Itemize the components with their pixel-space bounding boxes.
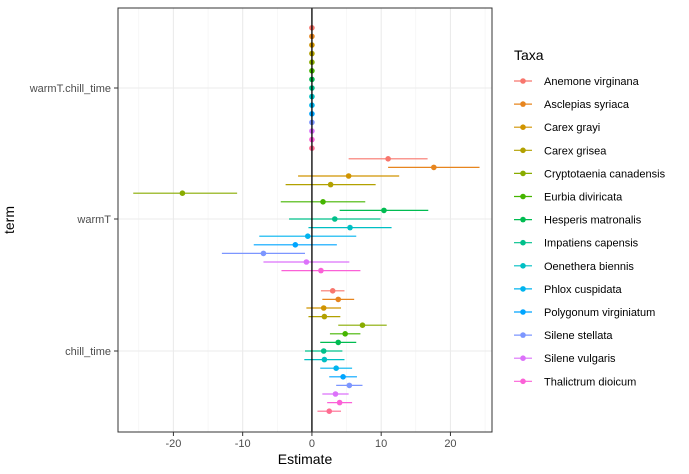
estimate-point [335, 296, 342, 303]
estimate-point [333, 365, 339, 372]
legend-key-point [520, 239, 526, 246]
legend-label: Hesperis matronalis [544, 215, 642, 227]
estimate-point [340, 374, 346, 380]
legend-label: Carex grisea [544, 145, 607, 157]
legend-label: Carex grayi [544, 122, 600, 134]
legend-label: Phlox cuspidata [544, 284, 623, 296]
x-tick-label: 10 [375, 438, 387, 450]
x-tick-label: -10 [235, 438, 251, 450]
estimate-point [342, 331, 348, 337]
estimate-point [347, 224, 353, 231]
legend-label: Oenethera biennis [544, 261, 634, 273]
x-axis-title: Estimate [278, 451, 333, 467]
x-tick-label: 0 [309, 438, 315, 450]
estimate-point [292, 242, 299, 248]
legend-key-point [520, 124, 526, 130]
plot-panel [117, 7, 493, 433]
y-axis: warmT.chill_time warmT chill_time [29, 83, 118, 358]
y-tick-label: warmT [76, 214, 111, 226]
estimate-point [321, 356, 328, 363]
y-tick-label: warmT.chill_time [29, 83, 111, 95]
legend-label: Asclepias syriaca [544, 99, 630, 111]
x-tick-label: -20 [165, 438, 181, 450]
estimate-point [385, 156, 391, 162]
panel-background [118, 8, 492, 432]
legend-key-point [520, 332, 526, 338]
estimate-point [345, 173, 352, 179]
estimate-point [329, 288, 336, 294]
legend-label: Cryptotaenia canadensis [544, 168, 666, 180]
x-axis: -20 -10 0 10 20 [165, 432, 457, 450]
legend-key-point [520, 378, 526, 385]
data-marks [133, 25, 480, 415]
legend-label: Impatiens capensis [544, 238, 639, 250]
y-tick-label: chill_time [65, 346, 111, 358]
legend-key-point [520, 147, 526, 154]
legend-key-point [520, 263, 526, 269]
estimate-point [359, 322, 366, 329]
estimate-point [335, 339, 342, 346]
estimate-point [260, 250, 267, 257]
legend-key-point [520, 101, 526, 107]
legend-label: Eurbia diviricata [544, 192, 623, 204]
legend-key-point [520, 216, 526, 223]
legend-key-point [520, 193, 526, 200]
estimate-point [320, 305, 327, 311]
estimate-point [304, 233, 311, 239]
legend: Taxa Anemone virginana Asclepias syriaca C… [514, 47, 666, 388]
estimate-point [331, 216, 338, 222]
legend-key-point [520, 78, 526, 84]
estimate-point [326, 408, 333, 415]
estimate-point [320, 348, 327, 354]
y-axis-title: term [1, 206, 17, 234]
estimate-point [381, 207, 387, 214]
estimate-point [318, 267, 324, 274]
legend-label: Silene vulgaris [544, 353, 616, 365]
legend-key-point [520, 286, 526, 292]
x-tick-label: 20 [444, 438, 456, 450]
legend-key-point [520, 170, 526, 177]
legend-label: Silene stellata [544, 330, 613, 342]
estimate-point [332, 391, 339, 397]
legend-items: Anemone virginana Asclepias syriaca Carex … [514, 76, 666, 388]
estimate-point [336, 399, 343, 406]
legend-label: Polygonum virginiatum [544, 307, 655, 319]
legend-key-point [520, 309, 526, 315]
panel-border [117, 7, 493, 433]
estimate-point [320, 199, 326, 205]
legend-label: Thalictrum dioicum [544, 376, 636, 388]
legend-key-point [520, 355, 526, 362]
estimate-point [327, 181, 334, 188]
legend-label: Anemone virginana [544, 76, 640, 88]
estimate-point [431, 164, 437, 171]
estimate-point [346, 382, 353, 389]
estimate-point [321, 313, 328, 320]
legend-title: Taxa [514, 47, 544, 63]
estimate-point [179, 190, 186, 196]
estimate-point [303, 259, 310, 265]
